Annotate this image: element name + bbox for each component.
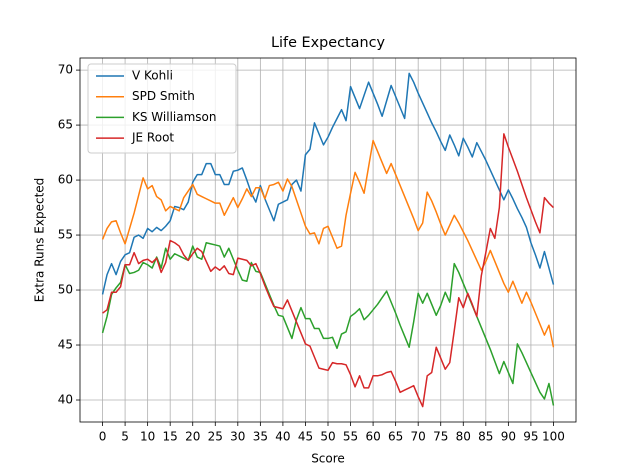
line-series bbox=[101, 72, 555, 295]
legend-label: KS Williamson bbox=[132, 110, 216, 124]
x-tick-label: 0 bbox=[99, 430, 107, 444]
y-axis-label: Extra Runs Expected bbox=[33, 178, 47, 303]
y-tick-label: 70 bbox=[58, 63, 73, 77]
y-tick-label: 55 bbox=[58, 228, 73, 242]
x-tick-label: 70 bbox=[411, 430, 426, 444]
x-tick-label: 35 bbox=[253, 430, 268, 444]
x-tick-label: 25 bbox=[208, 430, 223, 444]
x-tick-label: 40 bbox=[275, 430, 290, 444]
legend-label: V Kohli bbox=[132, 69, 173, 83]
y-tick-label: 45 bbox=[58, 338, 73, 352]
line-series bbox=[101, 139, 555, 348]
plot-frame bbox=[79, 57, 577, 423]
legend: V Kohli SPD Smith KS Williamson JE Root bbox=[87, 63, 237, 154]
x-axis-label: Score bbox=[311, 452, 345, 466]
x-tick-label: 45 bbox=[298, 430, 313, 444]
x-tick-label: 60 bbox=[365, 430, 380, 444]
x-tick-label: 90 bbox=[501, 430, 516, 444]
line-series bbox=[102, 133, 554, 408]
x-tick-label: 50 bbox=[320, 430, 335, 444]
x-tick-label: 55 bbox=[343, 430, 358, 444]
x-tick-label: 10 bbox=[140, 430, 155, 444]
x-tick-label: 80 bbox=[456, 430, 471, 444]
y-tick-label: 50 bbox=[58, 283, 73, 297]
x-tick-label: 15 bbox=[163, 430, 178, 444]
legend-label: JE Root bbox=[131, 131, 174, 145]
legend-label: SPD Smith bbox=[132, 89, 195, 103]
y-tick-label: 40 bbox=[58, 393, 73, 407]
x-tick-label: 85 bbox=[478, 430, 493, 444]
x-tick-label: 20 bbox=[185, 430, 200, 444]
chart-title: Life Expectancy bbox=[271, 35, 386, 51]
y-tick-label: 60 bbox=[58, 173, 73, 187]
x-tick-label: 5 bbox=[121, 430, 129, 444]
line-series bbox=[101, 242, 555, 406]
x-tick-label: 65 bbox=[388, 430, 403, 444]
x-tick-label: 30 bbox=[230, 430, 245, 444]
x-tick-label: 100 bbox=[542, 430, 565, 444]
y-tick-label: 65 bbox=[58, 118, 73, 132]
x-tick-label: 75 bbox=[433, 430, 448, 444]
x-tick-label: 95 bbox=[523, 430, 538, 444]
legend-box bbox=[87, 63, 237, 154]
